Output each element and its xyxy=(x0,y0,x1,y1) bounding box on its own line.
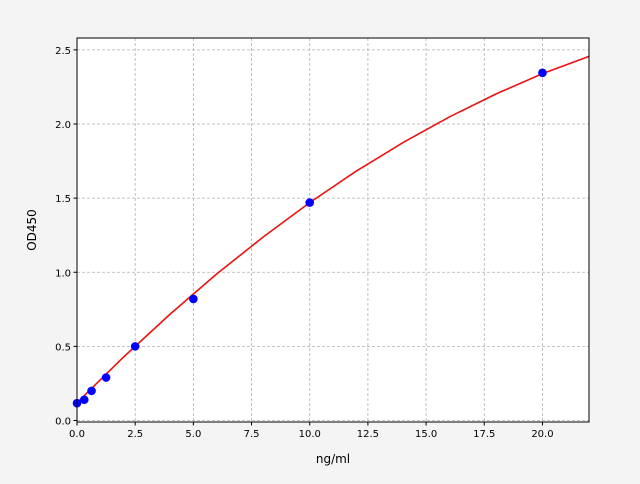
data-point xyxy=(189,294,198,304)
data-point xyxy=(305,198,315,207)
data-point xyxy=(538,68,547,78)
x-tick-label: 2.5 xyxy=(127,429,143,440)
fit-curve xyxy=(76,55,590,404)
x-tick-label: 17.5 xyxy=(473,429,495,440)
x-tick-label: 7.5 xyxy=(244,429,260,440)
y-axis-label: OD450 xyxy=(25,209,39,251)
y-tick-label: 2.5 xyxy=(55,46,71,57)
y-tick-label: 1.5 xyxy=(55,194,71,205)
y-tick-label: 0.0 xyxy=(55,417,71,428)
x-axis-label: ng/ml xyxy=(316,452,350,466)
x-tick-label: 12.5 xyxy=(357,429,379,440)
x-tick-label: 10.0 xyxy=(299,429,321,440)
data-point xyxy=(130,342,140,351)
y-tick-label: 0.5 xyxy=(55,342,71,353)
x-tick-label: 20.0 xyxy=(531,429,553,440)
data-point xyxy=(101,373,111,382)
y-tick-label: 1.0 xyxy=(55,268,71,279)
x-tick-label: 15.0 xyxy=(415,429,437,440)
y-tick-label: 2.0 xyxy=(55,120,71,131)
plot-background xyxy=(77,38,589,422)
grid xyxy=(76,38,589,422)
y-axis: 0.0 0.5 1.0 1.5 2.0 2.5 xyxy=(55,46,77,428)
points-layer xyxy=(72,68,547,408)
plot-frame xyxy=(76,37,590,423)
fit-curve-layer xyxy=(76,55,590,404)
x-axis: 0.0 2.5 5.0 7.5 10.0 12.5 15.0 17.5 20.0 xyxy=(69,422,554,440)
data-point xyxy=(87,386,96,396)
x-tick-label: 0.0 xyxy=(69,429,85,440)
x-tick-label: 5.0 xyxy=(185,429,201,440)
data-point xyxy=(79,395,89,405)
